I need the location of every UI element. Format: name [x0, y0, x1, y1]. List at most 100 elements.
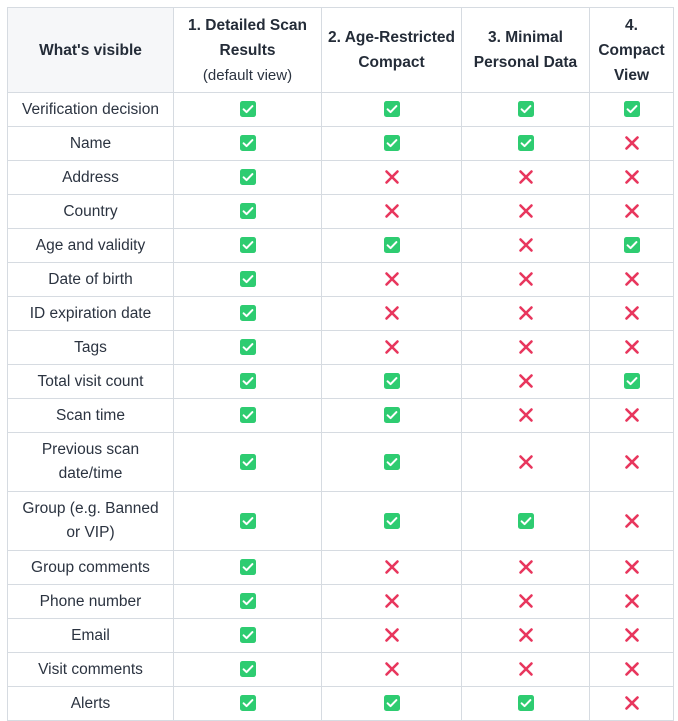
cross-icon: [624, 305, 640, 321]
cross-icon: [384, 559, 400, 575]
cross-icon: [624, 339, 640, 355]
cross-icon: [624, 513, 640, 529]
table-cell: [589, 398, 674, 433]
table-cell: [173, 296, 322, 331]
check-box-icon: [383, 237, 400, 254]
table-cell: [173, 194, 322, 229]
cross-icon: [624, 407, 640, 423]
table-cell: [173, 126, 322, 161]
check-box-icon: [239, 203, 256, 220]
table-row: Country: [7, 194, 674, 229]
cross-icon: [624, 454, 640, 470]
check-box-icon: [517, 135, 534, 152]
table-cell: [461, 652, 590, 687]
table-cell: [461, 194, 590, 229]
table-cell: [321, 364, 462, 399]
cross-icon: [624, 169, 640, 185]
table-cell: [589, 618, 674, 653]
table-cell: [321, 686, 462, 721]
table-row: Phone number: [7, 584, 674, 619]
cross-icon: [384, 627, 400, 643]
table-cell: [589, 584, 674, 619]
column-title: 4. Compact View: [598, 16, 665, 84]
table-row: Total visit count: [7, 364, 674, 399]
table-row: Verification decision: [7, 92, 674, 127]
row-label: Visit comments: [7, 652, 174, 687]
row-label: Country: [7, 194, 174, 229]
cross-icon: [518, 661, 534, 677]
table-cell: [589, 262, 674, 297]
check-box-icon: [239, 593, 256, 610]
column-title: 2. Age-Restricted Compact: [328, 29, 455, 71]
table-cell: [173, 228, 322, 263]
cross-icon: [384, 593, 400, 609]
table-cell: [589, 160, 674, 195]
check-box-icon: [239, 271, 256, 288]
header-age-restricted-compact: 2. Age-Restricted Compact: [321, 7, 462, 93]
check-box-icon: [239, 135, 256, 152]
cross-icon: [518, 559, 534, 575]
cross-icon: [518, 373, 534, 389]
table-cell: [589, 432, 674, 492]
table-cell: [461, 398, 590, 433]
cross-icon: [518, 169, 534, 185]
cross-icon: [518, 271, 534, 287]
table-cell: [461, 550, 590, 585]
check-box-icon: [623, 373, 640, 390]
table-cell: [461, 160, 590, 195]
check-box-icon: [239, 453, 256, 470]
cross-icon: [624, 593, 640, 609]
table-row: Alerts: [7, 686, 674, 721]
header-minimal-personal-data: 3. Minimal Personal Data: [461, 7, 590, 93]
row-label: Alerts: [7, 686, 174, 721]
check-box-icon: [517, 512, 534, 529]
row-label: Email: [7, 618, 174, 653]
table-cell: [173, 618, 322, 653]
check-box-icon: [383, 135, 400, 152]
check-box-icon: [239, 169, 256, 186]
cross-icon: [384, 169, 400, 185]
table-cell: [321, 491, 462, 551]
table-row: Previous scan date/time: [7, 432, 674, 492]
table-cell: [589, 364, 674, 399]
table-cell: [321, 194, 462, 229]
row-label: Date of birth: [7, 262, 174, 297]
table-row: Tags: [7, 330, 674, 365]
table-cell: [173, 432, 322, 492]
header-whats-visible: What's visible: [7, 7, 174, 93]
check-box-icon: [239, 101, 256, 118]
check-box-icon: [383, 373, 400, 390]
row-label: Name: [7, 126, 174, 161]
cross-icon: [518, 407, 534, 423]
check-box-icon: [517, 695, 534, 712]
table-cell: [173, 584, 322, 619]
check-box-icon: [239, 339, 256, 356]
table-row: Address: [7, 160, 674, 195]
table-cell: [321, 296, 462, 331]
table-cell: [173, 92, 322, 127]
table-row: Age and validity: [7, 228, 674, 263]
table-cell: [461, 126, 590, 161]
table-row: Email: [7, 618, 674, 653]
row-label: Group comments: [7, 550, 174, 585]
table-cell: [173, 330, 322, 365]
table-row: Group (e.g. Banned or VIP): [7, 491, 674, 551]
check-box-icon: [239, 373, 256, 390]
check-box-icon: [383, 101, 400, 118]
table-cell: [173, 652, 322, 687]
table-cell: [461, 262, 590, 297]
table-cell: [173, 398, 322, 433]
table-cell: [461, 330, 590, 365]
table-cell: [461, 92, 590, 127]
table-cell: [321, 330, 462, 365]
table-cell: [173, 262, 322, 297]
cross-icon: [384, 271, 400, 287]
table-cell: [589, 92, 674, 127]
table-cell: [589, 296, 674, 331]
row-label: Phone number: [7, 584, 174, 619]
table-row: Visit comments: [7, 652, 674, 687]
cross-icon: [624, 135, 640, 151]
table-cell: [321, 584, 462, 619]
table-cell: [173, 550, 322, 585]
cross-icon: [518, 339, 534, 355]
